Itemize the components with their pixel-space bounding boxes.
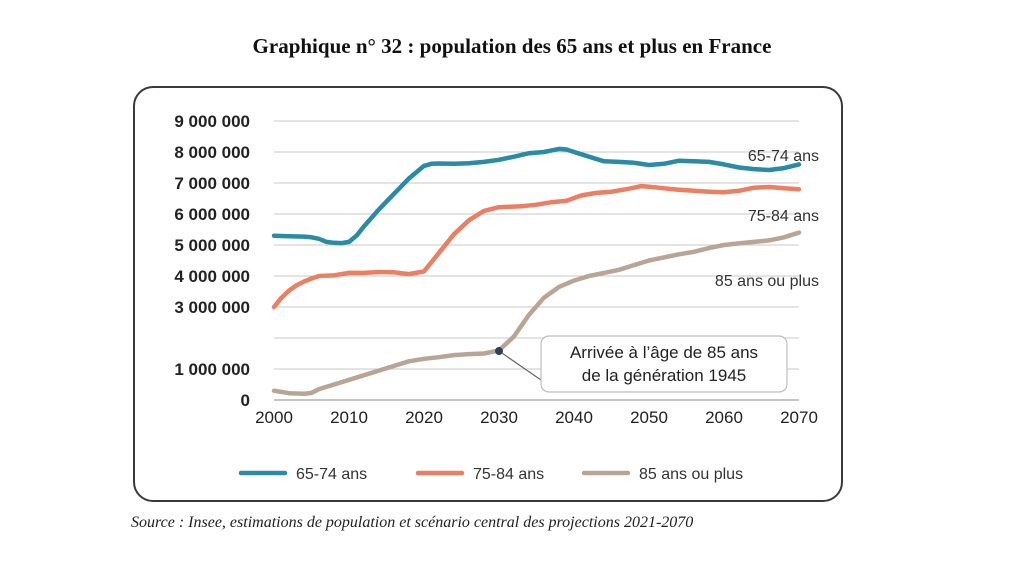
legend-label-2: 85 ans ou plus — [639, 466, 743, 483]
series-end-label-2: 85 ans ou plus — [715, 273, 819, 290]
x-tick-label: 2000 — [255, 408, 293, 427]
x-tick-label: 2030 — [480, 408, 518, 427]
x-tick-label: 2040 — [555, 408, 593, 427]
series-end-label-1: 75-84 ans — [748, 208, 819, 225]
legend-layer: 65-74 ans 75-84 ans 85 ans ou plus — [238, 466, 743, 483]
y-tick-label: 1 000 000 — [174, 360, 250, 379]
y-tick-label: 7 000 000 — [174, 174, 250, 193]
annotation-point — [495, 347, 503, 356]
x-tick-label: 2070 — [780, 408, 818, 427]
series-line-0 — [271, 146, 802, 246]
annotation-text: de la génération 1945 — [582, 366, 746, 385]
x-tick-label: 2020 — [405, 408, 443, 427]
y-tick-label: 0 — [241, 391, 250, 410]
series-end-label-0: 65-74 ans — [748, 148, 819, 165]
y-tick-label: 9 000 000 — [174, 112, 250, 131]
chart-title: Graphique n° 32 : population des 65 ans … — [252, 34, 772, 58]
annotation-leader — [498, 350, 542, 381]
y-tick-label: 5 000 000 — [174, 236, 250, 255]
x-tick-label: 2050 — [630, 408, 668, 427]
y-tick-label: 3 000 000 — [174, 298, 250, 317]
series-layer — [271, 146, 802, 397]
y-tick-label: 6 000 000 — [174, 205, 250, 224]
y-tick-label: 4 000 000 — [174, 267, 250, 286]
series-line-1 — [271, 183, 802, 310]
annotation-box — [540, 335, 788, 393]
x-tick-label: 2010 — [330, 408, 368, 427]
x-tick-label: 2060 — [705, 408, 743, 427]
series-line-2 — [271, 230, 802, 397]
label-layer: 0 1 000 000 3 000 000 4 000 000 5 000 000 6 0… — [174, 112, 819, 427]
y-tick-label: 8 000 000 — [174, 143, 250, 162]
source-note: Source : Insee, estimations de populatio… — [131, 514, 694, 531]
legend-label-1: 75-84 ans — [473, 466, 544, 483]
annotation-layer: Arrivée à l’âge de 85 ans de la génératio… — [495, 335, 788, 393]
annotation-text: Arrivée à l’âge de 85 ans — [570, 343, 758, 362]
legend-label-0: 65-74 ans — [296, 466, 367, 483]
chart-frame — [133, 86, 843, 502]
